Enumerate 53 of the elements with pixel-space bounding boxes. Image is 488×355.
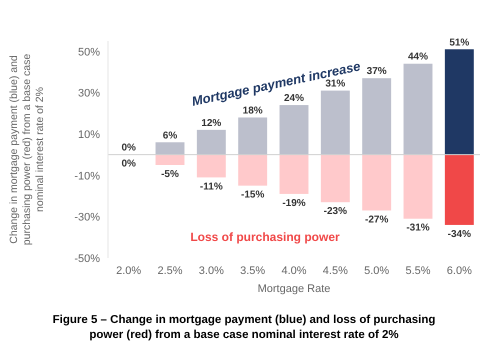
- data-label: 0%: [121, 158, 136, 170]
- data-label: 44%: [408, 52, 428, 63]
- bar: [196, 154, 226, 178]
- bar: [320, 154, 350, 202]
- bar: [404, 64, 432, 155]
- y-tick-label: 30%: [78, 88, 100, 100]
- text: Figure 5 – Change in mortgage payment (blue) and loss of purchasing power (red) from a base case nominal interest rate of 2%: [52, 314, 436, 341]
- x-tick-label: 4.5%: [322, 265, 348, 277]
- data-label: 18%: [242, 105, 263, 116]
- y-tick-label: -10%: [74, 170, 100, 182]
- y-tick-label: -50%: [74, 253, 100, 265]
- bar: [362, 78, 392, 155]
- x-axis-title: Mortgage Rate: [258, 283, 330, 295]
- bar: [444, 49, 474, 155]
- bar: [238, 117, 268, 155]
- bar: [156, 142, 184, 155]
- x-tick-label: 5.0%: [364, 265, 390, 277]
- bar: [362, 154, 392, 210]
- y-tick-label: 50%: [78, 46, 100, 58]
- x-tick-label: 2.5%: [157, 265, 183, 277]
- data-label: -11%: [200, 181, 223, 192]
- y-axis-title: Change in mortgage payment (blue) and purchasing power (red) from a base case nominal interest rate of 2%: [8, 54, 46, 246]
- y-tick-label: -30%: [74, 212, 100, 224]
- data-label: -23%: [324, 206, 348, 218]
- data-label: 0%: [121, 142, 136, 154]
- data-label: -19%: [282, 198, 306, 209]
- data-label: 24%: [284, 93, 304, 104]
- data-label: -34%: [448, 228, 472, 240]
- data-label: 12%: [201, 118, 222, 129]
- data-label: 51%: [449, 37, 470, 48]
- data-label: -27%: [364, 214, 388, 226]
- x-tick-label: 3.0%: [198, 265, 224, 277]
- bar: [404, 154, 432, 219]
- y-tick-label: 10%: [78, 129, 100, 141]
- bar: [156, 154, 184, 165]
- data-label: -15%: [240, 190, 264, 201]
- data-label: 6%: [162, 130, 178, 142]
- data-label: 37%: [366, 66, 387, 78]
- data-label: 31%: [325, 78, 346, 90]
- data-label: -5%: [161, 169, 179, 180]
- bar: [320, 90, 350, 155]
- data-label: -31%: [406, 222, 430, 234]
- bar: [444, 154, 474, 225]
- bar: [196, 130, 226, 155]
- x-tick-label: 3.5%: [240, 265, 266, 277]
- x-tick-label: 6.0%: [446, 265, 472, 277]
- bar: [238, 154, 268, 186]
- x-tick-label: 5.5%: [405, 265, 431, 277]
- x-tick-label: 4.0%: [281, 265, 307, 277]
- annotation: Loss of purchasing power: [190, 230, 340, 244]
- x-tick-label: 2.0%: [116, 265, 142, 277]
- bar: [280, 105, 308, 155]
- bar: [280, 154, 308, 194]
